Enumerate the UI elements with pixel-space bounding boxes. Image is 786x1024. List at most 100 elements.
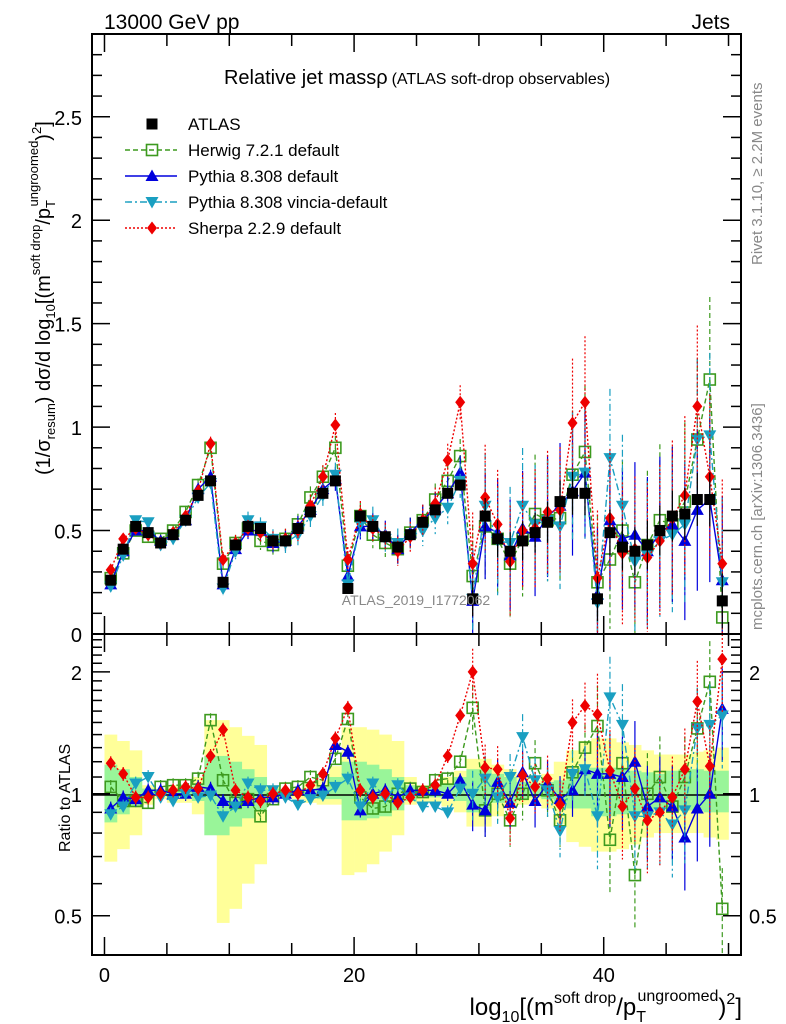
ratio-point: [530, 780, 541, 794]
data-point: [105, 563, 116, 577]
ratio-point: [553, 825, 567, 838]
main-panel: 0 0.5 1 1.5 2 2.5 Relative jet massρ (ATLAS so…: [26, 33, 742, 647]
ratio-point: [353, 801, 367, 814]
ratio-point: [505, 811, 516, 825]
title-main: Relative jet massρ: [224, 67, 388, 89]
data-point: [342, 582, 354, 594]
data-point: [691, 494, 703, 506]
data-point: [292, 522, 304, 534]
ratio-point: [715, 710, 729, 723]
ratio-point: [579, 699, 590, 713]
data-point: [567, 416, 578, 430]
ratio-point: [516, 732, 530, 744]
ylabel-sup: soft drop: [28, 225, 43, 276]
ratio-point: [603, 833, 617, 847]
ratio-point: [218, 723, 229, 737]
data-point: [567, 487, 579, 499]
ratio-point: [541, 785, 555, 797]
legend-item: Pythia 8.308 vincia-default: [125, 193, 388, 212]
legend-item: Herwig 7.2.1 default: [125, 141, 339, 160]
ratio-point: [141, 772, 155, 784]
ratio-point: [441, 807, 455, 819]
data-point: [367, 520, 379, 532]
process-label: Jets: [691, 11, 730, 34]
data-point: [529, 527, 541, 539]
ratio-point: [430, 778, 441, 792]
ratio-point: [453, 755, 467, 769]
data-point: [690, 434, 704, 447]
xlabel-part: [(m: [519, 994, 554, 1021]
ratio-y-axis-label: Ratio to ATLAS: [57, 744, 74, 852]
ratio-point: [230, 783, 241, 797]
ratio-data-layer: [104, 634, 729, 955]
ratio-point: [303, 794, 317, 806]
energy-label: 13000 GeV pp: [104, 11, 239, 34]
ylabel-part: ]: [33, 121, 55, 127]
xlabel-sup: soft drop: [554, 990, 616, 1007]
ratio-point: [405, 790, 416, 804]
data-point: [517, 535, 529, 547]
ratio-point: [492, 762, 503, 776]
ratio-point: [329, 752, 342, 766]
xlabel-sub: T: [636, 1009, 646, 1024]
ratio-point: [129, 778, 143, 791]
ratio-point: [392, 796, 403, 810]
ratio-point: [316, 790, 330, 803]
data-point: [142, 527, 154, 539]
data-point: [604, 527, 616, 539]
ratio-point: [615, 719, 629, 732]
y-tick-label: 0: [71, 625, 82, 647]
ratio-series-sherpa-2-2-9-default: [105, 634, 728, 874]
data-point: [554, 496, 566, 508]
ratio-point: [466, 788, 480, 801]
data-point: [180, 514, 192, 526]
ratio-point: [317, 767, 328, 781]
data-point: [342, 553, 353, 567]
ylabel-part: /p: [33, 208, 55, 225]
ratio-point: [216, 811, 230, 823]
data-point: [218, 553, 229, 567]
data-point: [542, 516, 554, 528]
ratio-point: [466, 701, 479, 715]
data-point: [392, 541, 404, 553]
ratio-axis-ticks: 0.5 0.51 12 20 20 40: [54, 634, 777, 987]
ratio-point: [629, 782, 640, 796]
ratio-point: [480, 761, 491, 775]
y-tick-label: 2: [71, 211, 82, 233]
ratio-point: [180, 780, 191, 794]
ratio-point: [278, 792, 292, 804]
ratio-point: [704, 759, 715, 773]
ratio-point: [380, 787, 391, 801]
legend-marker: [146, 118, 158, 130]
ratio-point: [104, 809, 118, 821]
data-point: [330, 418, 341, 432]
data-point: [666, 510, 678, 522]
ratio-point: [292, 787, 303, 801]
data-point: [279, 535, 291, 547]
data-point: [254, 522, 266, 534]
ratio-point: [105, 756, 116, 770]
ratio-point: [305, 778, 316, 792]
ratio-point: [341, 773, 355, 786]
ratio-point: [367, 790, 378, 804]
data-point: [267, 535, 279, 547]
ratio-panel: 0.5 0.51 12 20 20 40 Ratio to ATLAS log10[(ms…: [54, 633, 777, 1024]
ratio-point: [590, 811, 604, 823]
data-point: [141, 517, 155, 529]
data-point: [317, 470, 328, 484]
ratio-point: [416, 801, 430, 814]
ratio-point: [166, 795, 180, 808]
ratio-point: [280, 783, 291, 797]
ratio-point: [355, 783, 366, 797]
mcplots-label: mcplots.cern.ch [arXiv:1306.3436]: [749, 403, 766, 630]
legend-label: Herwig 7.2.1 default: [188, 141, 339, 160]
ylabel-sup: ungroomed: [26, 141, 41, 207]
data-point: [429, 504, 441, 516]
legend-label: Pythia 8.308 vincia-default: [188, 193, 388, 212]
legend-label: ATLAS: [188, 115, 241, 134]
legend-label: Sherpa 2.2.9 default: [188, 219, 341, 238]
ratio-point: [241, 778, 255, 791]
ratio-y-tick-label: 2: [71, 663, 82, 685]
y-tick-label: 0.5: [54, 522, 82, 544]
